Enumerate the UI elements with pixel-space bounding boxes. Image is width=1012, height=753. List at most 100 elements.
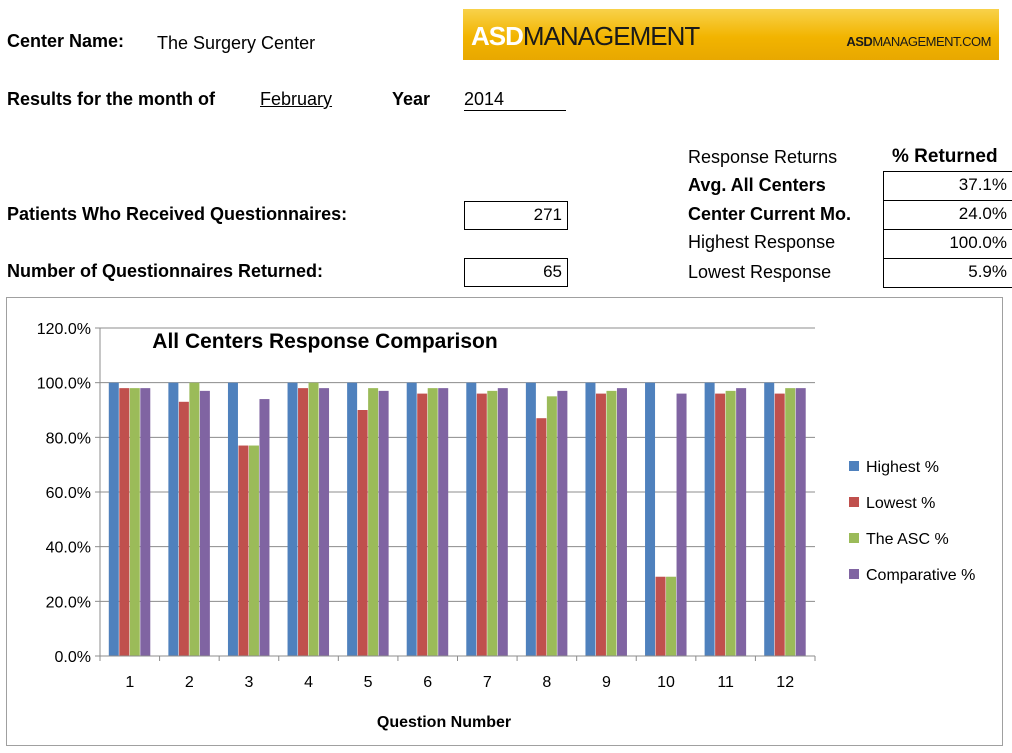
bar: [199, 390, 210, 656]
bar: [406, 382, 417, 656]
bar: [666, 576, 677, 656]
bar: [319, 388, 330, 656]
bar: [487, 390, 498, 656]
bar: [466, 382, 477, 656]
bar: [378, 390, 389, 656]
y-tick-label: 40.0%: [46, 540, 91, 557]
bar: [129, 388, 140, 656]
bar: [476, 393, 487, 656]
bar: [189, 382, 200, 656]
bar: [108, 382, 119, 656]
bar: [227, 382, 238, 656]
received-value: 271: [464, 201, 568, 230]
bar: [725, 390, 736, 656]
center-name-value: The Surgery Center: [157, 33, 316, 53]
y-tick-label: 120.0%: [37, 321, 91, 338]
returned-value: 65: [464, 258, 568, 287]
returns-row-label: Highest Response: [688, 232, 836, 252]
bar: [655, 576, 666, 656]
bar: [168, 382, 179, 656]
legend-label: Lowest %: [866, 495, 935, 512]
returns-row-value: 5.9%: [883, 258, 1012, 288]
logo-rest-text: MANAGEMENT: [522, 21, 700, 51]
returned-label: Number of Questionnaires Returned:: [7, 261, 324, 281]
returns-row-label: Avg. All Centers: [688, 175, 826, 195]
results-label: Results for the month of: [7, 89, 215, 109]
y-tick-label: 60.0%: [46, 485, 91, 502]
bar: [585, 382, 596, 656]
legend-swatch: [849, 461, 859, 471]
chart-gridlines: [100, 327, 815, 602]
site-bold-text: ASD: [846, 34, 873, 49]
legend-swatch: [849, 497, 859, 507]
x-tick-label: 5: [364, 674, 373, 691]
legend-swatch: [849, 533, 859, 543]
brand-banner: ASDMANAGEMENT ASDMANAGEMENT.COM: [463, 9, 999, 60]
bar: [546, 396, 557, 656]
bar: [259, 399, 270, 656]
bar: [417, 393, 428, 656]
x-tick-label: 6: [423, 674, 432, 691]
x-tick-label: 1: [125, 674, 134, 691]
x-tick-label: 12: [776, 674, 794, 691]
x-tick-label: 3: [245, 674, 254, 691]
bar: [287, 382, 298, 656]
bar: [645, 382, 656, 656]
chart-x-axis-title: Question Number: [377, 714, 511, 731]
returns-row-value: 24.0%: [883, 200, 1012, 230]
bar: [557, 390, 568, 656]
bar: [140, 388, 151, 656]
brand-site: ASDMANAGEMENT.COM: [846, 34, 991, 49]
bar: [764, 382, 775, 656]
bar: [715, 393, 726, 656]
month-value: February: [260, 89, 333, 109]
bar: [368, 388, 379, 656]
returns-row-value: 100.0%: [883, 229, 1012, 259]
brand-logo: ASDMANAGEMENT: [471, 21, 700, 52]
bar: [795, 388, 806, 656]
returns-row-label: Center Current Mo.: [688, 204, 852, 224]
x-tick-label: 4: [304, 674, 313, 691]
bar: [238, 445, 249, 656]
y-tick-label: 100.0%: [37, 376, 91, 393]
bar: [616, 388, 627, 656]
bar: [676, 393, 687, 656]
bar: [525, 382, 536, 656]
year-value: 2014: [464, 89, 566, 111]
year-label: Year: [392, 89, 431, 109]
bar: [119, 388, 130, 656]
returns-title: Response Returns: [688, 147, 838, 167]
bar: [427, 388, 438, 656]
received-label: Patients Who Received Questionnaires:: [7, 204, 348, 224]
bar: [785, 388, 796, 656]
returns-row-value: 37.1%: [883, 171, 1012, 201]
legend-swatch: [849, 569, 859, 579]
chart-title: All Centers Response Comparison: [152, 330, 497, 353]
center-name-label: Center Name:: [7, 31, 125, 51]
chart-legend: Highest % Lowest % The ASC % Comparative %: [849, 459, 975, 584]
bar: [704, 382, 715, 656]
x-tick-label: 7: [483, 674, 492, 691]
legend-label: The ASC %: [866, 531, 949, 548]
y-tick-label: 0.0%: [55, 649, 91, 666]
returns-column-header: % Returned: [892, 146, 998, 167]
bar: [497, 388, 508, 656]
bar: [736, 388, 747, 656]
x-tick-label: 10: [657, 674, 675, 691]
site-rest-text: MANAGEMENT.COM: [872, 34, 991, 49]
chart-axes: [95, 327, 816, 661]
x-tick-label: 9: [602, 674, 611, 691]
bar: [606, 390, 617, 656]
bar: [357, 410, 368, 656]
bar: [774, 393, 785, 656]
bar: [248, 445, 259, 656]
chart-x-ticks: 1 2 3 4 5 6 7 8 9 10 11 12: [125, 674, 794, 691]
bar: [298, 388, 309, 656]
bar: [308, 382, 319, 656]
x-tick-label: 11: [717, 674, 734, 691]
legend-label: Highest %: [866, 459, 939, 476]
bar: [595, 393, 606, 656]
bar: [178, 401, 189, 656]
returns-row-label: Lowest Response: [688, 262, 832, 282]
